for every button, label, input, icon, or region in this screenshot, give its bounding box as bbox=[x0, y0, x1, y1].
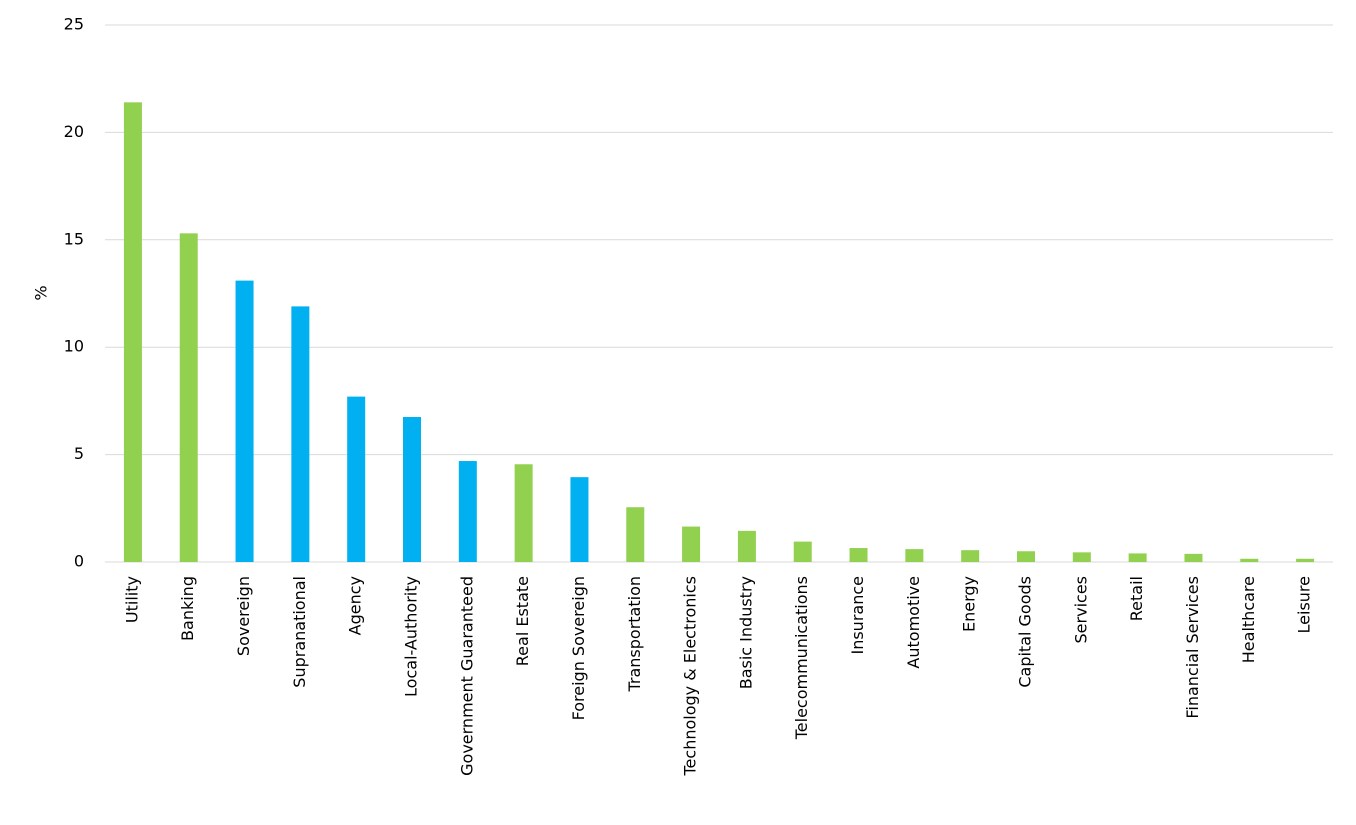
bar bbox=[961, 550, 980, 562]
x-tick-label: Retail bbox=[1127, 576, 1146, 621]
bar bbox=[1017, 551, 1035, 562]
bar bbox=[514, 464, 533, 562]
x-tick-label: Foreign Sovereign bbox=[569, 576, 588, 720]
x-tick-label: Leisure bbox=[1295, 576, 1314, 633]
x-tick-label: Financial Services bbox=[1183, 576, 1202, 719]
x-tick-label: Utility bbox=[122, 576, 141, 623]
x-tick-label: Basic Industry bbox=[736, 576, 755, 689]
x-tick-label: Capital Goods bbox=[1016, 576, 1035, 688]
x-tick-label: Energy bbox=[960, 576, 979, 632]
y-tick-label: 15 bbox=[64, 229, 84, 248]
x-tick-label: Government Guaranteed bbox=[457, 576, 476, 776]
bar bbox=[458, 461, 477, 562]
bar bbox=[682, 526, 701, 562]
x-tick-label: Transportation bbox=[625, 576, 644, 693]
bar bbox=[235, 280, 254, 562]
bar bbox=[403, 417, 421, 562]
bar bbox=[1128, 553, 1147, 562]
y-tick-label: 5 bbox=[74, 444, 84, 463]
x-tick-label: Automotive bbox=[904, 576, 923, 669]
x-tick-label: Sovereign bbox=[234, 576, 253, 656]
bar bbox=[347, 396, 366, 562]
x-tick-label: Supranational bbox=[290, 576, 309, 688]
bar bbox=[793, 541, 812, 562]
bar bbox=[1240, 558, 1259, 562]
bar bbox=[179, 233, 198, 562]
x-tick-label: Banking bbox=[178, 576, 197, 641]
bar bbox=[1184, 553, 1203, 562]
bar bbox=[905, 549, 924, 562]
bar bbox=[1296, 558, 1315, 562]
x-tick-label: Technology & Electronics bbox=[681, 576, 700, 776]
x-tick-label: Insurance bbox=[848, 576, 867, 655]
y-tick-label: 25 bbox=[64, 15, 84, 34]
x-tick-label: Healthcare bbox=[1239, 576, 1258, 663]
bar bbox=[1072, 552, 1091, 562]
bar bbox=[291, 306, 310, 562]
x-tick-label: Services bbox=[1071, 576, 1090, 643]
bar bbox=[123, 102, 142, 562]
bar bbox=[849, 548, 868, 562]
bar bbox=[570, 477, 589, 562]
y-tick-label: 0 bbox=[74, 552, 84, 571]
y-tick-label: 10 bbox=[64, 337, 84, 356]
x-tick-label: Real Estate bbox=[513, 576, 532, 666]
y-tick-label: 20 bbox=[64, 122, 84, 141]
y-axis-label: % bbox=[32, 285, 51, 300]
bar bbox=[737, 530, 756, 562]
x-tick-label: Telecommunications bbox=[792, 576, 811, 740]
x-tick-label: Local-Authority bbox=[402, 576, 421, 697]
bar bbox=[626, 507, 645, 562]
x-tick-label: Agency bbox=[346, 576, 365, 635]
